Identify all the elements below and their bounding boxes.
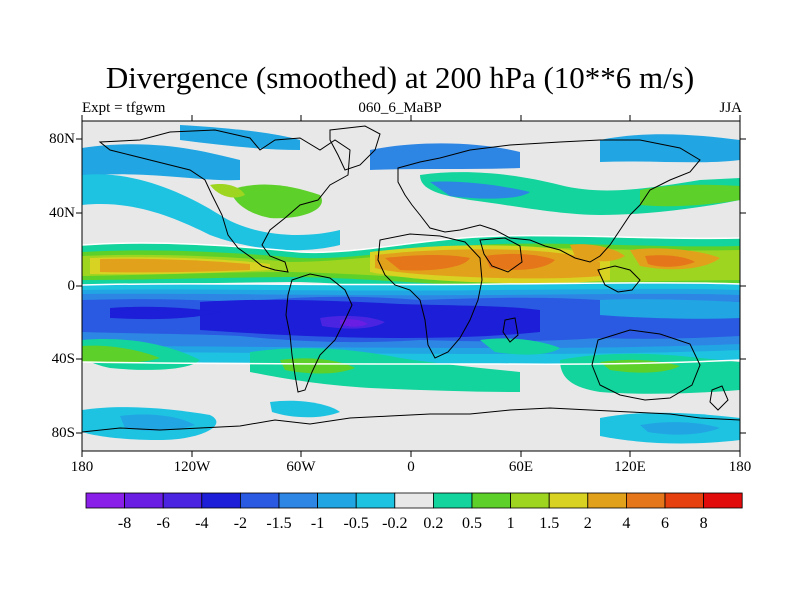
colorbar-swatch-13 — [587, 492, 627, 509]
colorbar-label-3: -2 — [233, 515, 248, 532]
colorbar-label-4: -1.5 — [266, 515, 292, 532]
lon-label-180e: 180 — [728, 459, 752, 475]
colorbar-swatch-5 — [278, 492, 318, 509]
colorbar-swatch-6 — [317, 492, 357, 509]
contour-lines — [82, 234, 740, 365]
colorbar-swatch-9 — [432, 492, 473, 509]
coast-antarctica — [82, 407, 740, 433]
colorbar-swatch-16 — [703, 492, 743, 509]
coast-north-america — [98, 129, 351, 273]
colorbar-swatch-7 — [355, 492, 396, 509]
lon-label-180w: 180 — [70, 459, 94, 475]
colorbar-label-11: 1.5 — [539, 515, 560, 532]
colorbar-label-7: -0.2 — [382, 515, 408, 532]
colorbar-swatch-8 — [394, 492, 434, 509]
map-ticks — [76, 115, 746, 457]
colorbar-label-15: 8 — [699, 515, 708, 532]
colorbar-label-12: 2 — [583, 515, 592, 532]
coast-arabia — [479, 237, 523, 273]
lat-label-40n: 40N — [49, 205, 75, 221]
case-label: 060_6_MaBP — [358, 100, 442, 116]
colorbar-label-10: 1 — [506, 515, 515, 532]
coast-greenland — [329, 125, 381, 171]
colorbar-label-9: 0.5 — [462, 515, 482, 532]
coast-madagascar — [502, 317, 519, 343]
colorbar-label-8: 0.2 — [423, 515, 444, 532]
lon-label-60w: 60W — [286, 459, 316, 475]
season-label: JJA — [719, 100, 742, 116]
colorbar-swatch-14 — [626, 492, 666, 509]
lat-label-40s: 40S — [51, 351, 75, 367]
south-high-lat-negatives — [82, 400, 740, 444]
lon-label-0: 0 — [407, 459, 415, 475]
colorbar — [85, 492, 743, 509]
colorbar-swatch-0 — [85, 492, 125, 509]
lat-label-80n: 80N — [49, 131, 75, 147]
colorbar-label-2: -4 — [195, 515, 209, 532]
coast-new-zealand — [709, 385, 729, 411]
colorbar-swatch-3 — [201, 492, 241, 509]
colorbar-swatch-4 — [239, 492, 280, 509]
colorbar-swatch-11 — [510, 492, 550, 509]
lat-label-80s: 80S — [51, 425, 75, 441]
coast-eurasia — [397, 139, 701, 263]
colorbar-swatch-2 — [162, 492, 203, 509]
coast-southeast-asia — [597, 265, 641, 293]
colorbar-label-1: -6 — [156, 515, 170, 532]
colorbar-label-14: 6 — [661, 515, 669, 532]
plot-title: Divergence (smoothed) at 200 hPa (10**6 … — [105, 60, 695, 95]
lat-label-0: 0 — [67, 278, 76, 294]
coast-africa — [377, 233, 483, 359]
coast-south-america — [285, 273, 353, 393]
colorbar-label-5: -1 — [310, 515, 325, 532]
map-field — [82, 121, 740, 451]
coastlines — [82, 125, 740, 433]
colorbar-swatch-1 — [124, 492, 164, 509]
south-tropical-negative-band — [82, 282, 740, 365]
lon-label-120w: 120W — [173, 459, 211, 475]
colorbar-swatch-10 — [471, 492, 511, 509]
lon-label-120e: 120E — [614, 459, 646, 475]
colorbar-swatch-12 — [548, 492, 589, 509]
colorbar-label-13: 4 — [622, 515, 631, 532]
coast-australia — [591, 329, 701, 401]
lon-label-60e: 60E — [508, 459, 534, 475]
experiment-label: Expt = tfgwm — [82, 100, 166, 116]
colorbar-label-0: -8 — [117, 515, 132, 532]
north-midlat-band — [82, 172, 740, 251]
colorbar-swatch-15 — [664, 492, 704, 509]
colorbar-label-6: -0.5 — [343, 515, 369, 532]
